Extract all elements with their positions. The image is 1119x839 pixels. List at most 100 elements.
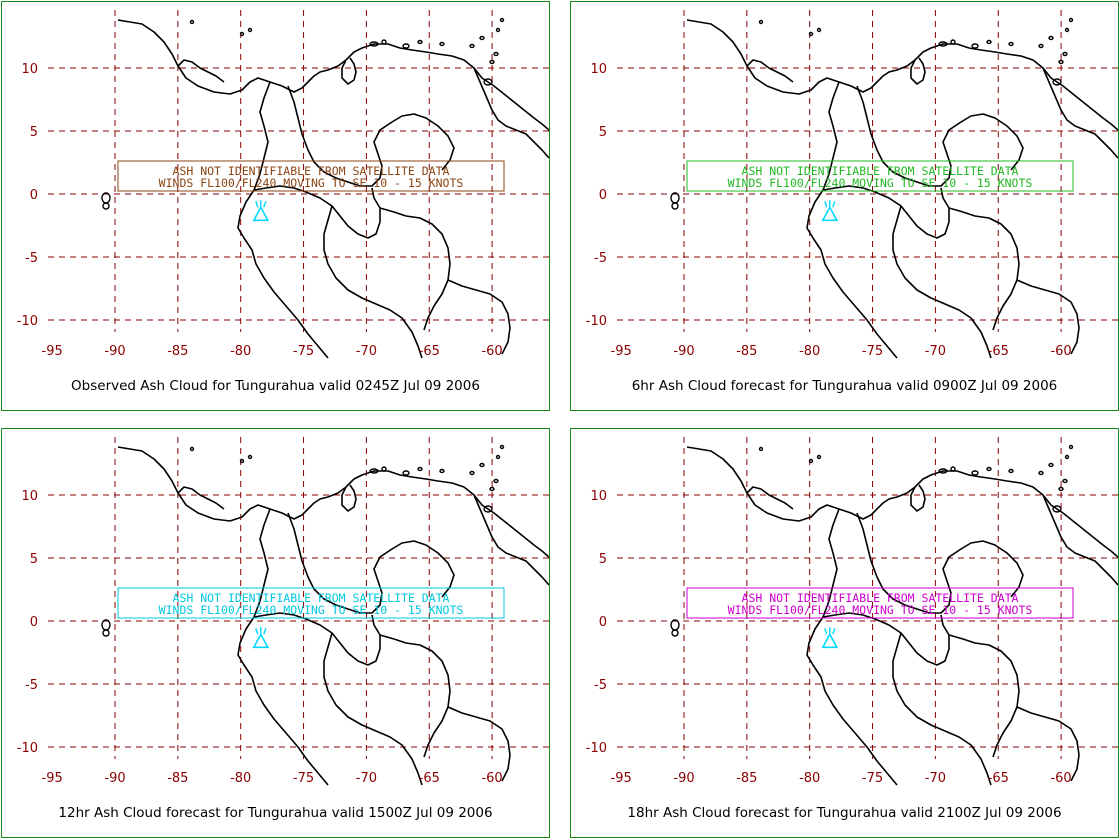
coastline (177, 59, 225, 83)
island (483, 505, 493, 513)
x-tick-label: -70 (356, 344, 377, 359)
island (971, 43, 979, 49)
x-tick-label: -95 (42, 344, 63, 359)
x-tick-label: -95 (42, 771, 63, 786)
x-tick-label: -85 (167, 344, 188, 359)
coastline (910, 484, 926, 512)
coastline (856, 512, 1024, 614)
map-panel-6hr: -95 -90 -85 -80 -75 -70 -65 -60 10 5 0 -5 -10 ASH NOT… (570, 1, 1119, 411)
panel-caption: 6hr Ash Cloud forecast for Tungurahua va… (631, 378, 1058, 394)
island (816, 454, 822, 460)
coastline (287, 512, 455, 614)
coastlines (101, 444, 549, 786)
coastline (117, 19, 549, 131)
coastline (806, 508, 898, 786)
message-line-1: ASH NOT IDENTIFIABLE FROM SATELLITE DATA (173, 164, 450, 178)
coastline (1016, 706, 1080, 782)
y-tick-label: -5 (594, 251, 607, 266)
coastline (686, 446, 1118, 558)
island (1058, 59, 1064, 65)
y-tick-label: -10 (17, 741, 38, 756)
island (938, 468, 948, 474)
y-tick-label: 5 (599, 552, 607, 567)
x-tick-label: -60 (481, 771, 502, 786)
coastline (686, 19, 1118, 131)
island (489, 59, 495, 65)
y-tick-label: 0 (599, 615, 607, 630)
message-line-2: WINDS FL100/FL240 MOVING TO SE 10 - 15 K… (728, 176, 1033, 190)
island (950, 39, 956, 45)
ash-message-box: ASH NOT IDENTIFIABLE FROM SATELLITE DATA… (686, 160, 1074, 192)
coastline (822, 612, 950, 666)
grid (617, 437, 1118, 759)
coastline (447, 706, 511, 782)
island (495, 454, 501, 460)
island (369, 41, 379, 47)
island (247, 27, 253, 33)
x-tick-label: -65 (419, 344, 440, 359)
coastlines (101, 17, 549, 359)
map-svg: -95 -90 -85 -80 -75 -70 -65 -60 10 5 0 -5 -10 ASH NOT… (586, 437, 1118, 786)
volcano-icon (821, 200, 839, 222)
island (808, 31, 814, 37)
coastline (379, 634, 451, 758)
island (1038, 43, 1044, 49)
coastline (948, 634, 1020, 758)
y-tick-label: 0 (30, 188, 38, 203)
message-line-2: WINDS FL100/FL240 MOVING TO SE 10 - 15 K… (728, 603, 1033, 617)
map-svg: -95 -90 -85 -80 -75 -70 -65 -60 10 5 0 -5 -10 ASH NOT… (586, 10, 1118, 359)
island (1058, 486, 1064, 492)
coastline (746, 59, 794, 83)
island (102, 629, 110, 637)
y-tick-label: 5 (30, 552, 38, 567)
ash-message-box: ASH NOT IDENTIFIABLE FROM SATELLITE DATA… (117, 160, 505, 192)
coastline (177, 486, 225, 510)
island (483, 78, 493, 86)
x-tick-label: -60 (481, 344, 502, 359)
grid (48, 437, 549, 759)
volcano-icon (821, 627, 839, 649)
x-tick-label: -75 (862, 344, 883, 359)
y-tick-label: -10 (586, 741, 607, 756)
message-line-1: ASH NOT IDENTIFIABLE FROM SATELLITE DATA (173, 591, 450, 605)
island (493, 478, 499, 484)
coastline (287, 85, 455, 187)
message-line-1: ASH NOT IDENTIFIABLE FROM SATELLITE DATA (742, 591, 1019, 605)
panel-caption: 12hr Ash Cloud forecast for Tungurahua v… (58, 805, 493, 821)
coastline (910, 57, 926, 85)
x-tick-label: -65 (988, 771, 1009, 786)
island (671, 202, 679, 210)
island (499, 444, 505, 450)
y-tick-label: -5 (594, 678, 607, 693)
island (239, 458, 245, 464)
island (247, 454, 253, 460)
message-box-border (686, 160, 1074, 192)
island (493, 51, 499, 57)
island (1052, 78, 1062, 86)
coastline (237, 508, 329, 786)
coastline (447, 279, 511, 355)
island (499, 17, 505, 23)
x-tick-label: -90 (673, 771, 694, 786)
x-tick-label: -75 (293, 771, 314, 786)
island (381, 466, 387, 472)
island (938, 41, 948, 47)
coastline (1016, 279, 1080, 355)
island (479, 35, 485, 41)
island (189, 19, 195, 25)
coastlines (670, 444, 1118, 786)
island (1008, 468, 1014, 474)
island (808, 458, 814, 464)
island (950, 466, 956, 472)
island (1064, 454, 1070, 460)
coastline (253, 185, 381, 239)
island (671, 629, 679, 637)
map-panel-18hr: -95 -90 -85 -80 -75 -70 -65 -60 10 5 0 -5 -10 ASH NOT… (570, 428, 1119, 838)
coastline (237, 81, 329, 359)
x-tick-label: -90 (673, 344, 694, 359)
island (1048, 462, 1054, 468)
x-tick-label: -70 (356, 771, 377, 786)
island (239, 31, 245, 37)
coastline (253, 612, 381, 666)
island (1008, 41, 1014, 47)
